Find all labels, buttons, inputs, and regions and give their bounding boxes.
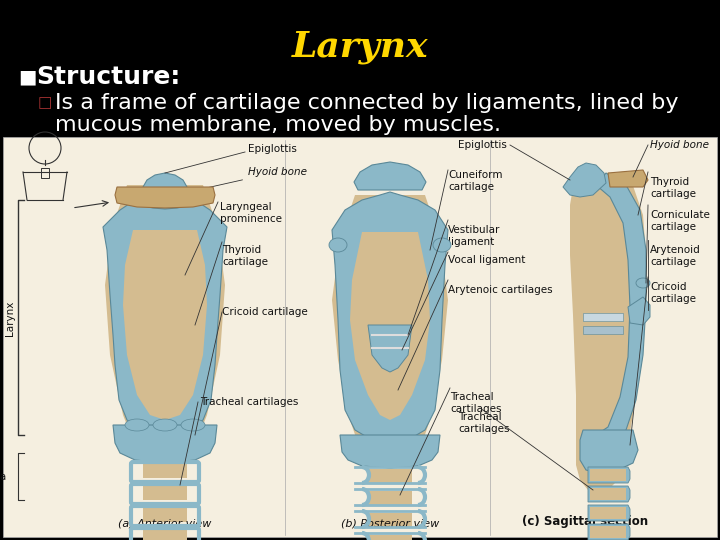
Bar xyxy=(143,486,187,500)
Text: Larynx: Larynx xyxy=(5,300,15,336)
Polygon shape xyxy=(586,173,646,453)
Polygon shape xyxy=(608,170,648,187)
Text: Cricoid cartilage: Cricoid cartilage xyxy=(222,307,307,317)
Polygon shape xyxy=(588,486,630,502)
Text: Cuneiform
cartilage: Cuneiform cartilage xyxy=(448,170,503,192)
Polygon shape xyxy=(115,187,215,208)
Text: Laryngeal
prominence: Laryngeal prominence xyxy=(220,202,282,224)
Text: Is a frame of cartilage connected by ligaments, lined by: Is a frame of cartilage connected by lig… xyxy=(55,93,678,113)
Polygon shape xyxy=(580,430,638,473)
Text: Cricoid
cartilage: Cricoid cartilage xyxy=(650,282,696,303)
Text: (a) Anterior view: (a) Anterior view xyxy=(118,518,212,528)
Bar xyxy=(590,469,626,481)
Text: Epiglottis: Epiglottis xyxy=(458,140,507,150)
Text: Thyroid
cartilage: Thyroid cartilage xyxy=(650,177,696,199)
Bar xyxy=(368,491,412,505)
Text: Hyoid bone: Hyoid bone xyxy=(650,140,709,150)
Polygon shape xyxy=(628,297,650,325)
Ellipse shape xyxy=(433,238,451,252)
Ellipse shape xyxy=(329,238,347,252)
Polygon shape xyxy=(563,163,606,197)
Text: Tracheal
cartilages: Tracheal cartilages xyxy=(458,412,510,434)
Polygon shape xyxy=(588,467,630,483)
Polygon shape xyxy=(123,230,207,420)
Bar xyxy=(41,168,49,178)
Text: mucous membrane, moved by muscles.: mucous membrane, moved by muscles. xyxy=(55,115,501,135)
Polygon shape xyxy=(368,325,412,372)
Polygon shape xyxy=(588,505,630,521)
Ellipse shape xyxy=(153,419,177,431)
Bar xyxy=(143,464,187,478)
Text: ■: ■ xyxy=(18,67,37,86)
Text: Vestibular
ligament: Vestibular ligament xyxy=(448,225,500,247)
Text: Corniculate
cartilage: Corniculate cartilage xyxy=(650,210,710,232)
Bar xyxy=(590,488,626,500)
Bar xyxy=(368,469,412,483)
Text: Trachea: Trachea xyxy=(0,472,6,482)
Text: Tracheal
cartilages: Tracheal cartilages xyxy=(450,392,502,414)
Ellipse shape xyxy=(151,315,179,335)
Polygon shape xyxy=(588,524,630,540)
Text: (c) Sagittal section: (c) Sagittal section xyxy=(522,515,648,528)
Text: □: □ xyxy=(38,95,53,110)
Bar xyxy=(3,137,717,537)
Text: Arytenoic cartilages: Arytenoic cartilages xyxy=(448,285,553,295)
Bar xyxy=(590,507,626,519)
Polygon shape xyxy=(354,162,426,190)
Polygon shape xyxy=(332,192,448,442)
Text: Tracheal cartilages: Tracheal cartilages xyxy=(200,397,298,407)
Bar xyxy=(143,530,187,540)
Polygon shape xyxy=(332,195,448,470)
Text: Vocal ligament: Vocal ligament xyxy=(448,255,526,265)
Text: Thyroid
cartilage: Thyroid cartilage xyxy=(222,245,268,267)
Polygon shape xyxy=(113,425,217,463)
Text: (b) Posterior view: (b) Posterior view xyxy=(341,518,439,528)
Text: Larynx: Larynx xyxy=(292,30,428,64)
Polygon shape xyxy=(105,185,225,475)
Polygon shape xyxy=(139,173,191,209)
Bar xyxy=(590,526,626,538)
Polygon shape xyxy=(103,197,227,433)
Polygon shape xyxy=(570,170,646,493)
Polygon shape xyxy=(583,313,623,321)
Text: Hyoid bone: Hyoid bone xyxy=(178,167,307,194)
Ellipse shape xyxy=(181,419,205,431)
Polygon shape xyxy=(340,435,440,468)
Ellipse shape xyxy=(636,278,650,288)
Text: Structure:: Structure: xyxy=(36,65,180,89)
Ellipse shape xyxy=(125,419,149,431)
Text: Epiglottis: Epiglottis xyxy=(248,144,297,154)
Bar xyxy=(143,508,187,522)
Text: Arytenoid
cartilage: Arytenoid cartilage xyxy=(650,245,701,267)
Polygon shape xyxy=(583,326,623,334)
Bar xyxy=(368,535,412,540)
Polygon shape xyxy=(350,232,430,420)
Bar xyxy=(368,513,412,527)
